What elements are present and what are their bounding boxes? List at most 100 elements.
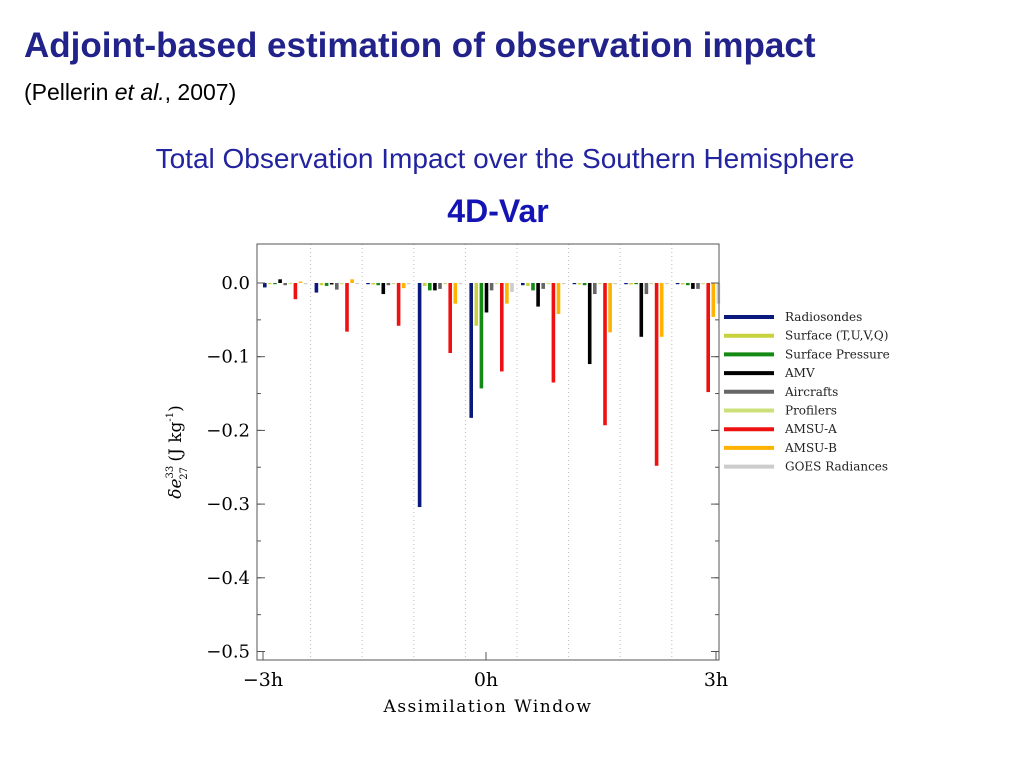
bar-profilers — [391, 283, 396, 285]
bar-surface-t-u-v-q- — [577, 283, 582, 285]
bar-amsu-b — [556, 283, 561, 314]
legend-entry-label: GOES Radiances — [785, 460, 888, 474]
bar-profilers — [598, 283, 602, 285]
bar-radiosondes — [314, 283, 319, 293]
bar-surface-pressure — [582, 283, 587, 286]
bar-amv — [381, 283, 386, 295]
bar-surface-pressure — [376, 283, 380, 286]
bar-surface-pressure — [273, 283, 277, 285]
bar-surface-t-u-v-q- — [680, 283, 685, 285]
bar-profilers — [443, 283, 447, 285]
legend: Radiosondes Surface (T,U,V,Q) Surface Pres… — [724, 310, 890, 474]
bar-surface-t-u-v-q- — [474, 283, 479, 326]
bar-amsu-b — [505, 283, 509, 304]
bar-goes-radiances — [716, 283, 721, 304]
y-tick-label: −0.3 — [206, 494, 250, 515]
bar-surface-t-u-v-q- — [526, 283, 530, 286]
chart-subtitle: 4D-Var — [447, 193, 549, 229]
y-tick-label: −0.2 — [206, 420, 250, 441]
bar-amsu-a — [345, 283, 349, 332]
bar-amv — [278, 279, 282, 283]
bar-radiosondes — [417, 283, 422, 508]
bar-amsu-a — [448, 283, 452, 354]
bar-radiosondes — [521, 283, 525, 286]
bar-surface-t-u-v-q- — [371, 283, 375, 285]
bar-amv — [433, 283, 437, 291]
bar-profilers — [494, 283, 499, 285]
bars — [263, 279, 721, 508]
bar-goes-radiances — [407, 283, 411, 285]
bar-radiosondes — [572, 283, 577, 285]
bar-goes-radiances — [613, 283, 617, 285]
citation-italic: et al. — [114, 79, 165, 105]
bar-surface-t-u-v-q- — [319, 283, 324, 286]
bar-profilers — [340, 283, 344, 285]
x-axis: −3h 0h 3h — [243, 652, 728, 691]
legend-entry-label: Profilers — [785, 404, 837, 418]
bar-profilers — [649, 283, 654, 285]
bar-amsu-a — [603, 283, 607, 426]
bar-surface-t-u-v-q- — [422, 283, 427, 286]
bar-radiosondes — [675, 283, 680, 285]
bar-goes-radiances — [458, 283, 463, 285]
bar-radiosondes — [624, 283, 628, 285]
bar-aircrafts — [283, 283, 287, 286]
y-axis: 0.0 −0.1 −0.2 −0.3 −0.4 −0.5 — [206, 273, 719, 663]
y-tick-label: 0.0 — [221, 273, 250, 294]
bar-goes-radiances — [561, 283, 566, 285]
legend-entry-label: AMSU-A — [784, 422, 837, 436]
bar-profilers — [546, 283, 551, 285]
bar-radiosondes — [366, 283, 370, 285]
bar-aircrafts — [489, 283, 494, 291]
bar-amsu-a — [654, 283, 659, 466]
bar-amsu-b — [401, 283, 406, 289]
bar-goes-radiances — [355, 283, 359, 285]
bar-surface-t-u-v-q- — [629, 283, 633, 285]
legend-entry-label: AMSU-B — [784, 441, 837, 455]
chart-title: Total Observation Impact over the Southe… — [155, 143, 855, 174]
legend-entry-label: AMV — [784, 366, 815, 380]
x-tick-label: −3h — [243, 669, 283, 691]
bar-amv — [691, 283, 695, 289]
bar-amsu-b — [659, 283, 664, 337]
bar-amsu-a — [396, 283, 401, 326]
bar-aircrafts — [335, 283, 339, 290]
legend-entry-label: Surface (T,U,V,Q) — [785, 329, 888, 343]
bar-goes-radiances — [665, 283, 669, 285]
bar-surface-t-u-v-q- — [268, 283, 272, 285]
bar-amsu-b — [298, 281, 303, 283]
bar-aircrafts — [438, 283, 442, 289]
bar-amsu-a — [551, 283, 556, 383]
slide-title: Adjoint-based estimation of observation … — [24, 26, 816, 65]
bar-profilers — [288, 283, 293, 285]
y-axis-label: δe33 27 (J kg-1) — [165, 405, 190, 499]
bar-amv — [536, 283, 540, 307]
bar-surface-pressure — [428, 283, 432, 291]
bar-aircrafts — [541, 283, 545, 289]
bar-amv — [587, 283, 592, 365]
legend-entry-label: Aircrafts — [784, 385, 838, 399]
bar-goes-radiances — [510, 283, 514, 292]
bar-goes-radiances — [303, 283, 308, 285]
y-tick-label: −0.5 — [206, 642, 250, 663]
bar-amsu-b — [608, 283, 612, 333]
bar-amv — [639, 283, 644, 337]
legend-entry-label: Surface Pressure — [785, 347, 890, 361]
y-tick-label: −0.1 — [206, 347, 250, 368]
bar-radiosondes — [263, 283, 267, 288]
bar-amv — [329, 283, 334, 285]
bar-aircrafts — [593, 283, 597, 295]
y-tick-label: −0.4 — [206, 568, 250, 589]
legend-entry-label: Radiosondes — [785, 310, 862, 324]
bar-profilers — [701, 283, 705, 285]
bar-surface-pressure — [634, 283, 638, 285]
bar-surface-pressure — [686, 283, 690, 286]
bar-amsu-a — [500, 283, 504, 372]
bar-amsu-b — [350, 279, 354, 283]
x-axis-label: Assimilation Window — [383, 697, 593, 717]
bar-amsu-a — [293, 283, 298, 300]
bar-surface-pressure — [479, 283, 484, 389]
grid-lines — [310, 244, 673, 660]
slide-citation: (Pellerin et al., 2007) — [24, 79, 236, 106]
